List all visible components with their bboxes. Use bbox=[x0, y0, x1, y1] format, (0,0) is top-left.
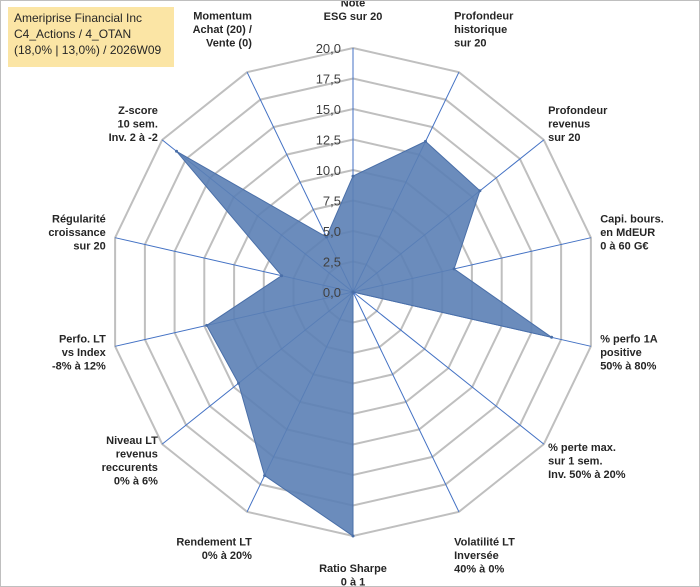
axis-label: % perte max. sur 1 sem. Inv. 50% à 20% bbox=[548, 442, 626, 481]
axis-label-line: 0% à 20% bbox=[202, 550, 252, 562]
axis-label: Volatilité LT Inversée 40% à 0% bbox=[454, 536, 515, 575]
radar-series bbox=[175, 139, 554, 538]
axis-label-line: 0 à 1 bbox=[341, 577, 365, 587]
data-point bbox=[325, 235, 328, 239]
axis-label: Profondeur historique sur 20 bbox=[454, 11, 514, 50]
axis-label-line: positive bbox=[600, 347, 642, 359]
axis-label: Niveau LT revenus reccurents 0% à 6% bbox=[102, 435, 159, 488]
chart-title-line-1: Ameriprise Financial Inc bbox=[14, 11, 143, 25]
axis-spoke bbox=[352, 291, 545, 445]
axis-label-line: -8% à 12% bbox=[52, 361, 106, 373]
tick-label: 0,0 bbox=[323, 285, 341, 300]
axis-label-line: Inversée bbox=[454, 550, 499, 562]
data-point bbox=[263, 474, 267, 478]
axis-label-line: Profondeur bbox=[548, 105, 608, 117]
axis-label-line: 10 sem. bbox=[118, 119, 158, 131]
tick-label: 17,5 bbox=[316, 72, 341, 87]
data-point bbox=[237, 381, 240, 385]
axis-label-line: sur 20 bbox=[548, 132, 580, 144]
axis-label-line: sur 20 bbox=[454, 38, 486, 50]
tick-label: 7,5 bbox=[323, 194, 341, 209]
axis-label: Capi. bours. en MdEUR 0 à 60 G€ bbox=[600, 213, 664, 252]
axis-label-line: 0 à 60 G€ bbox=[600, 240, 648, 252]
axis-label: Perfo. LT vs Index -8% à 12% bbox=[52, 334, 107, 373]
chart-title-line-2: C4_Actions / 4_OTAN bbox=[14, 27, 132, 41]
axis-label-line: Rendement LT bbox=[176, 536, 252, 548]
axis-label: Momentum Achat (20) / Vente (0) bbox=[193, 11, 253, 50]
data-point bbox=[351, 290, 355, 294]
axis-label-line: en MdEUR bbox=[600, 227, 655, 239]
axis-label-line: croissance bbox=[48, 227, 105, 239]
data-point bbox=[175, 149, 178, 153]
axis-label: Ratio Sharpe 0 à 1 bbox=[319, 563, 387, 586]
axis-label-line: Volatilité LT bbox=[454, 536, 515, 548]
axis-label-line: Note bbox=[341, 1, 365, 10]
axis-label-line: sur 20 bbox=[73, 240, 105, 252]
axis-label-line: revenus bbox=[548, 119, 590, 131]
axis-label-line: Ratio Sharpe bbox=[319, 563, 387, 575]
data-point bbox=[424, 139, 427, 143]
radar-tick-labels: 0,0 2,5 5,0 7,5 10,0 12,5 15,0 17,5 20,0 bbox=[316, 41, 341, 300]
chart-title-line-3: (18,0% | 13,0%) / 2026W09 bbox=[14, 43, 162, 57]
axis-label-line: Niveau LT bbox=[106, 435, 158, 447]
axis-label-line: Capi. bours. bbox=[600, 213, 664, 225]
data-point bbox=[351, 174, 355, 178]
tick-label: 10,0 bbox=[316, 163, 341, 178]
axis-label-line: Achat (20) / bbox=[193, 24, 252, 36]
axis-label: Régularité croissance sur 20 bbox=[48, 213, 105, 252]
tick-label: 2,5 bbox=[323, 255, 341, 270]
tick-label: 12,5 bbox=[316, 133, 341, 148]
axis-label: % perfo 1A positive 50% à 80% bbox=[600, 334, 658, 373]
axis-label: Z-score 10 sem. Inv. 2 à -2 bbox=[109, 105, 158, 144]
axis-label-line: historique bbox=[454, 24, 507, 36]
axis-label: Note ESG sur 20 bbox=[324, 1, 383, 23]
data-point bbox=[478, 189, 482, 193]
axis-label-line: Z-score bbox=[118, 105, 158, 117]
axis-label-line: Inv. 50% à 20% bbox=[548, 469, 626, 481]
axis-label-line: Perfo. LT bbox=[59, 334, 106, 346]
tick-label: 15,0 bbox=[316, 102, 341, 117]
axis-label-line: Vente (0) bbox=[206, 38, 252, 50]
axis-label-line: % perfo 1A bbox=[600, 334, 658, 346]
chart-title-box: Ameriprise Financial Inc C4_Actions / 4_… bbox=[8, 7, 174, 67]
axis-label-line: Inv. 2 à -2 bbox=[109, 132, 158, 144]
data-point bbox=[550, 335, 554, 339]
axis-label-line: % perte max. bbox=[548, 442, 616, 454]
axis-label-line: revenus bbox=[116, 449, 158, 461]
tick-label: 20,0 bbox=[316, 41, 341, 56]
axis-label: Profondeur revenus sur 20 bbox=[548, 105, 608, 144]
data-point bbox=[452, 267, 456, 271]
axis-label-line: ESG sur 20 bbox=[324, 11, 383, 23]
axis-label-line: 0% à 6% bbox=[114, 476, 158, 488]
series-area bbox=[176, 140, 552, 537]
data-point bbox=[351, 534, 355, 538]
axis-label-line: sur 1 sem. bbox=[548, 455, 602, 467]
axis-spoke bbox=[352, 291, 460, 513]
axis-label: Rendement LT 0% à 20% bbox=[176, 536, 252, 562]
axis-label-line: Profondeur bbox=[454, 11, 514, 23]
axis-label-line: Momentum bbox=[193, 11, 252, 23]
axis-label-line: 40% à 0% bbox=[454, 563, 504, 575]
tick-label: 5,0 bbox=[323, 224, 341, 239]
axis-label-line: vs Index bbox=[62, 347, 107, 359]
axis-label-line: Régularité bbox=[52, 213, 106, 225]
radar-axis-labels: Note ESG sur 20 Profondeur historique sur 20… bbox=[48, 1, 663, 586]
axis-label-line: 50% à 80% bbox=[600, 361, 656, 373]
data-point bbox=[280, 274, 284, 278]
axis-label-line: reccurents bbox=[102, 462, 158, 474]
data-point bbox=[205, 323, 209, 327]
